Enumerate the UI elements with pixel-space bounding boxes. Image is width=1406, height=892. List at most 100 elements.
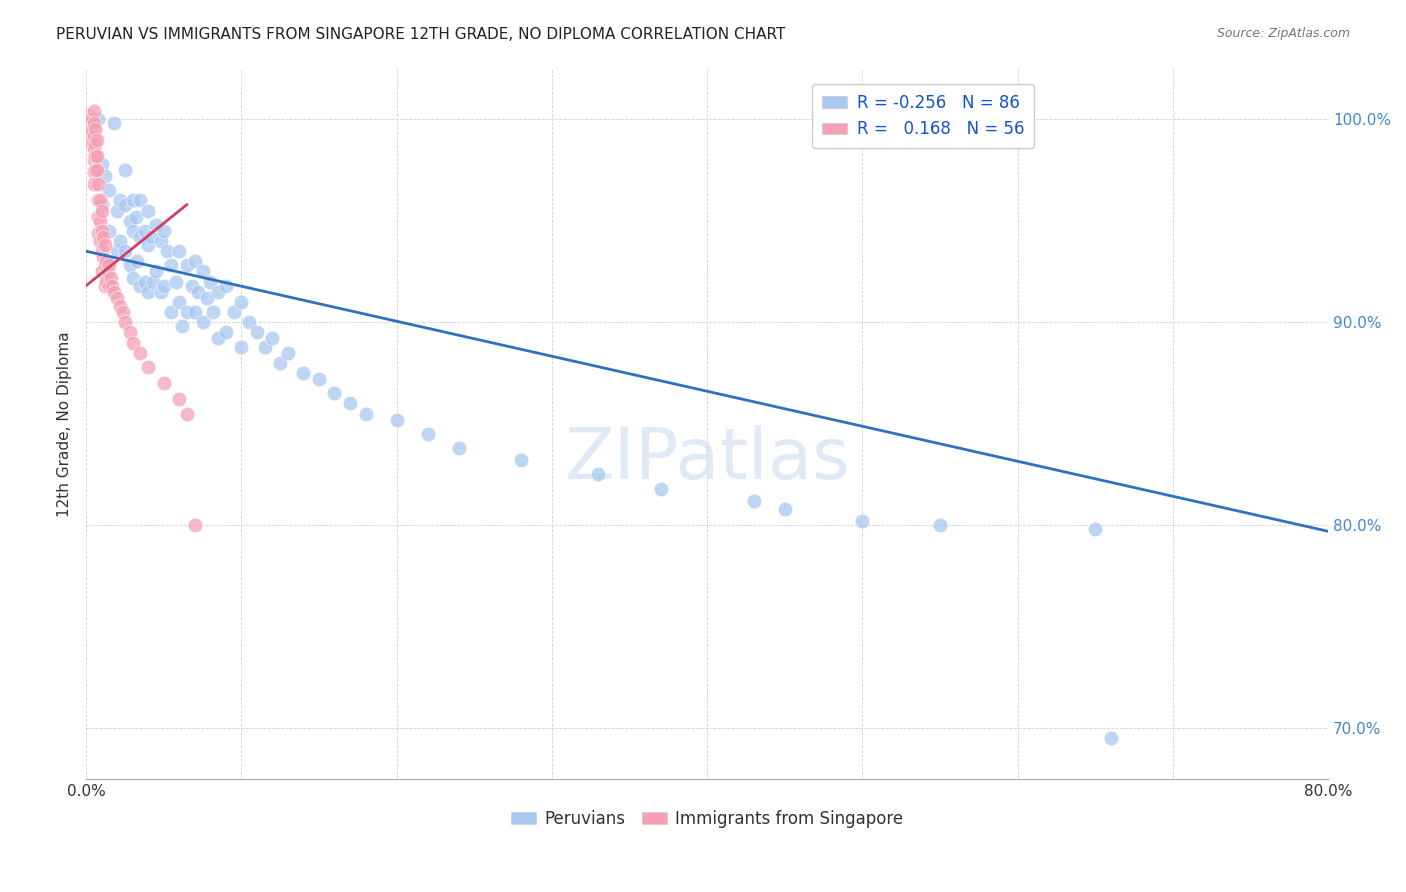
Point bbox=[152, 278, 174, 293]
Point bbox=[215, 278, 238, 293]
Point bbox=[149, 285, 172, 299]
Point bbox=[114, 163, 136, 178]
Point bbox=[90, 203, 112, 218]
Point bbox=[354, 407, 377, 421]
Point bbox=[195, 291, 218, 305]
Point bbox=[184, 518, 207, 533]
Point bbox=[121, 270, 143, 285]
Point bbox=[202, 305, 225, 319]
Text: PERUVIAN VS IMMIGRANTS FROM SINGAPORE 12TH GRADE, NO DIPLOMA CORRELATION CHART: PERUVIAN VS IMMIGRANTS FROM SINGAPORE 12… bbox=[56, 27, 786, 42]
Point bbox=[191, 264, 214, 278]
Point bbox=[90, 197, 112, 211]
Point bbox=[103, 116, 125, 130]
Point bbox=[176, 407, 198, 421]
Point bbox=[129, 278, 152, 293]
Point bbox=[231, 294, 253, 309]
Point bbox=[110, 194, 132, 208]
Point bbox=[339, 396, 361, 410]
Point bbox=[84, 122, 107, 136]
Point bbox=[91, 250, 114, 264]
Point bbox=[93, 238, 115, 252]
Point bbox=[121, 194, 143, 208]
Point bbox=[82, 124, 104, 138]
Point bbox=[134, 275, 156, 289]
Point bbox=[262, 331, 284, 345]
Point bbox=[83, 128, 105, 143]
Point bbox=[83, 122, 105, 136]
Point bbox=[118, 259, 141, 273]
Point bbox=[83, 104, 105, 119]
Point bbox=[773, 502, 796, 516]
Point bbox=[588, 467, 610, 482]
Point bbox=[200, 275, 222, 289]
Point bbox=[93, 169, 115, 183]
Point bbox=[165, 275, 187, 289]
Point bbox=[176, 305, 198, 319]
Point bbox=[172, 319, 194, 334]
Point bbox=[851, 514, 873, 528]
Point bbox=[149, 234, 172, 248]
Point bbox=[385, 412, 408, 426]
Point bbox=[101, 278, 124, 293]
Point bbox=[103, 285, 125, 299]
Point bbox=[89, 234, 111, 248]
Point bbox=[90, 224, 112, 238]
Point bbox=[176, 259, 198, 273]
Point bbox=[207, 285, 229, 299]
Point bbox=[98, 278, 121, 293]
Point bbox=[160, 259, 183, 273]
Point bbox=[114, 315, 136, 329]
Point bbox=[156, 244, 179, 259]
Point bbox=[215, 326, 238, 340]
Legend: Peruvians, Immigrants from Singapore: Peruvians, Immigrants from Singapore bbox=[505, 803, 910, 835]
Point bbox=[87, 210, 110, 224]
Point bbox=[160, 305, 183, 319]
Point bbox=[82, 136, 104, 151]
Point bbox=[207, 331, 229, 345]
Point bbox=[86, 163, 108, 178]
Point bbox=[1084, 522, 1107, 536]
Point bbox=[152, 376, 174, 391]
Point bbox=[84, 163, 107, 178]
Point bbox=[98, 224, 121, 238]
Point bbox=[98, 259, 121, 273]
Point bbox=[292, 366, 315, 380]
Point bbox=[125, 210, 148, 224]
Point bbox=[129, 194, 152, 208]
Point bbox=[1099, 731, 1122, 746]
Point bbox=[105, 203, 128, 218]
Point bbox=[145, 264, 167, 278]
Point bbox=[83, 116, 105, 130]
Point bbox=[231, 340, 253, 354]
Point bbox=[83, 165, 105, 179]
Point bbox=[121, 224, 143, 238]
Text: ZIPatlas: ZIPatlas bbox=[564, 425, 849, 494]
Point bbox=[277, 345, 299, 359]
Point bbox=[114, 244, 136, 259]
Point bbox=[929, 518, 952, 533]
Point bbox=[87, 194, 110, 208]
Point bbox=[142, 275, 165, 289]
Point bbox=[91, 230, 114, 244]
Point bbox=[90, 244, 112, 259]
Point bbox=[83, 153, 105, 167]
Point bbox=[80, 116, 103, 130]
Point bbox=[308, 372, 330, 386]
Point bbox=[77, 108, 100, 122]
Point bbox=[167, 392, 190, 407]
Point bbox=[238, 315, 260, 329]
Point bbox=[90, 157, 112, 171]
Point bbox=[110, 299, 132, 313]
Point bbox=[180, 278, 202, 293]
Point bbox=[97, 264, 120, 278]
Text: Source: ZipAtlas.com: Source: ZipAtlas.com bbox=[1216, 27, 1350, 40]
Point bbox=[136, 359, 159, 374]
Point bbox=[87, 112, 110, 127]
Point bbox=[129, 345, 152, 359]
Point bbox=[84, 149, 107, 163]
Point bbox=[114, 197, 136, 211]
Point bbox=[222, 305, 245, 319]
Point bbox=[141, 230, 163, 244]
Point bbox=[93, 278, 115, 293]
Point bbox=[83, 141, 105, 155]
